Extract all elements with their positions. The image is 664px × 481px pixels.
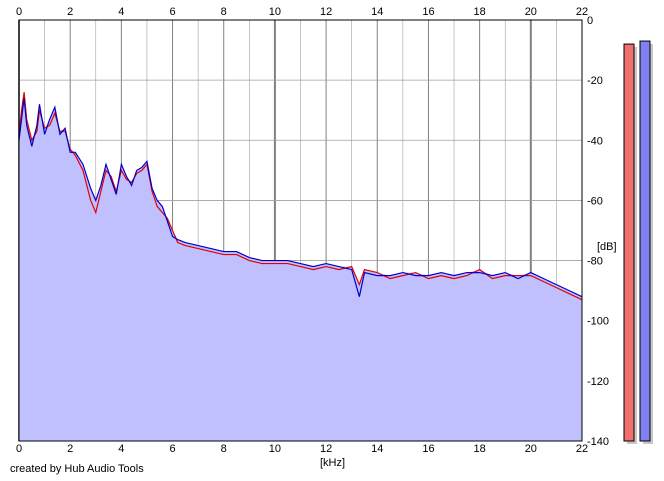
x-tick-labels-top: 0 2 4 6 8 10 12 14 16 18 20 22 xyxy=(16,6,588,18)
x-tick-label-top: 18 xyxy=(474,6,486,18)
y-tick-label: -100 xyxy=(587,316,609,328)
x-tick-label-top: 4 xyxy=(118,6,124,18)
x-tick-label-bottom: 14 xyxy=(371,443,383,455)
meter-blue-bar xyxy=(639,40,651,442)
x-tick-label-bottom: 2 xyxy=(67,443,73,455)
x-tick-label-top: 20 xyxy=(525,6,537,18)
y-axis-unit: [dB] xyxy=(597,241,617,253)
x-tick-label-bottom: 6 xyxy=(169,443,175,455)
y-tick-label: -120 xyxy=(587,376,609,388)
y-tick-label: -80 xyxy=(587,256,603,268)
x-tick-label-top: 8 xyxy=(221,6,227,18)
x-tick-label-bottom: 10 xyxy=(269,443,281,455)
x-tick-label-bottom: 18 xyxy=(474,443,486,455)
meter-red-bar xyxy=(623,43,635,442)
plot-border xyxy=(18,19,583,442)
x-tick-label-bottom: 12 xyxy=(320,443,332,455)
x-tick-label-bottom: 16 xyxy=(422,443,434,455)
series-lines xyxy=(18,92,583,301)
x-tick-label-bottom: 20 xyxy=(525,443,537,455)
x-tick-label-bottom: 8 xyxy=(221,443,227,455)
y-tick-label: 0 xyxy=(587,15,593,27)
x-tick-labels-bottom: 0 2 4 6 8 10 12 14 16 18 20 22 xyxy=(16,443,588,455)
y-tick-label: -20 xyxy=(587,75,603,87)
x-tick-label-top: 16 xyxy=(422,6,434,18)
x-tick-label-top: 10 xyxy=(269,6,281,18)
y-tick-label: -60 xyxy=(587,195,603,207)
y-tick-label: -140 xyxy=(587,436,609,448)
plot-frame xyxy=(18,19,583,442)
series-blue-line xyxy=(18,98,583,298)
x-tick-label-bottom: 22 xyxy=(576,443,588,455)
x-tick-label-top: 22 xyxy=(576,6,588,18)
level-meters xyxy=(623,40,653,445)
x-tick-label-top: 0 xyxy=(16,6,22,18)
series-red-line xyxy=(18,92,583,301)
x-tick-label-top: 6 xyxy=(169,6,175,18)
y-tick-label: -40 xyxy=(587,135,603,147)
x-axis-unit: [kHz] xyxy=(320,457,346,469)
x-tick-label-top: 14 xyxy=(371,6,383,18)
x-tick-label-top: 12 xyxy=(320,6,332,18)
credit-text: created by Hub Audio Tools xyxy=(10,463,144,475)
y-tick-labels: 0 -20 -40 -60 -80 -100 -120 -140 xyxy=(587,15,609,448)
x-tick-label-top: 2 xyxy=(67,6,73,18)
x-tick-label-bottom: 4 xyxy=(118,443,124,455)
x-tick-label-bottom: 0 xyxy=(16,443,22,455)
